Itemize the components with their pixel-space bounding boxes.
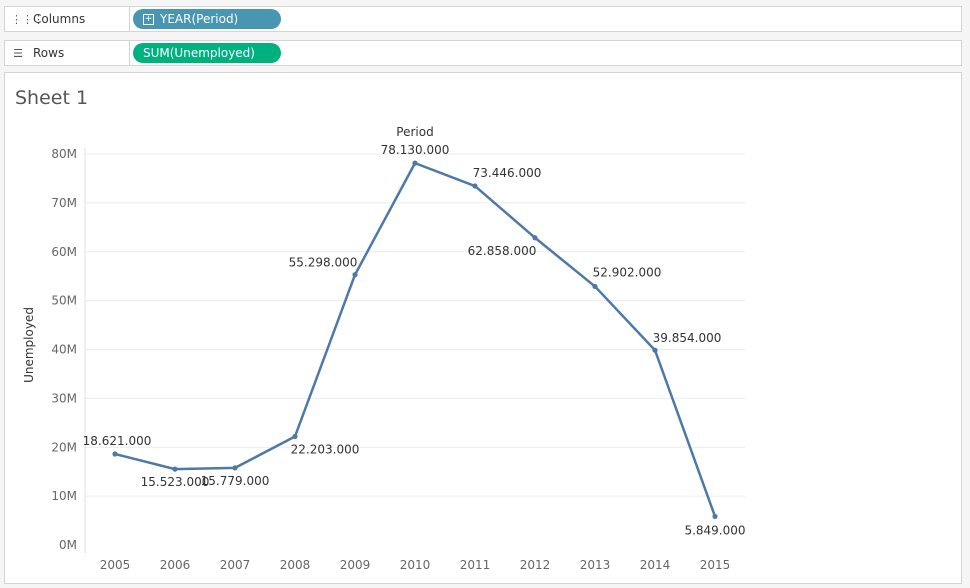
data-point[interactable] <box>532 235 538 241</box>
x-tick-label: 2015 <box>700 558 731 572</box>
y-tick-label: 10M <box>51 489 77 503</box>
data-point[interactable] <box>472 183 478 189</box>
data-label: 78.130.000 <box>381 143 450 157</box>
data-point[interactable] <box>112 451 118 457</box>
data-point[interactable] <box>232 465 238 471</box>
y-axis-title: Unemployed <box>22 307 36 383</box>
rows-icon: ☰ <box>13 46 23 60</box>
y-tick-label: 20M <box>51 440 77 454</box>
data-point[interactable] <box>712 513 718 520</box>
sum-unemployed-pill-label: SUM(Unemployed) <box>143 46 255 60</box>
data-point[interactable] <box>352 272 358 278</box>
x-tick-label: 2009 <box>340 558 371 572</box>
data-label: 73.446.000 <box>473 166 542 180</box>
data-label: 55.298.000 <box>289 256 358 270</box>
x-tick-label: 2014 <box>640 558 671 572</box>
x-tick-label: 2005 <box>100 558 131 572</box>
data-points <box>112 160 718 520</box>
data-label: 62.858.000 <box>468 244 537 258</box>
rows-shelf: ☰ Rows SUM(Unemployed) <box>4 40 962 66</box>
y-tick-label: 70M <box>51 196 77 210</box>
rows-label-text: Rows <box>33 46 65 60</box>
data-label: 18.621.000 <box>83 434 152 448</box>
columns-shelf: ⋮⋮⋮ Columns + YEAR(Period) <box>4 6 962 32</box>
data-point[interactable] <box>172 466 178 472</box>
x-tick-label: 2008 <box>280 558 311 572</box>
columns-label-text: Columns <box>33 12 86 26</box>
columns-shelf-label: ⋮⋮⋮ Columns <box>5 7 130 31</box>
x-axis-ticks: 2005 2006 2007 2008 2009 2010 2011 2012 2013 2014… <box>100 558 731 572</box>
columns-icon: ⋮⋮⋮ <box>11 12 44 26</box>
series-line <box>114 161 717 517</box>
y-tick-label: 80M <box>51 147 77 161</box>
data-label: 52.902.000 <box>593 265 662 279</box>
data-point[interactable] <box>292 433 298 440</box>
x-axis-title: Period <box>396 125 433 139</box>
x-tick-label: 2007 <box>220 558 251 572</box>
y-tick-label: 30M <box>51 391 77 405</box>
sheet-view: Sheet 1 0M 10M 20M 30M 40M 50M 60M 70M 80M 2005 2… <box>4 72 962 584</box>
sum-unemployed-pill[interactable]: SUM(Unemployed) <box>133 43 281 63</box>
y-tick-label: 0M <box>59 538 77 552</box>
gridlines <box>84 148 745 553</box>
data-label: 5.849.000 <box>684 523 745 537</box>
data-label: 15.523.000 <box>141 475 210 489</box>
data-point[interactable] <box>412 160 418 166</box>
year-period-pill[interactable]: + YEAR(Period) <box>133 9 281 29</box>
data-label: 15.779.000 <box>201 474 270 488</box>
y-tick-label: 40M <box>51 343 77 357</box>
year-period-pill-label: YEAR(Period) <box>160 12 239 26</box>
x-tick-label: 2013 <box>580 558 611 572</box>
y-axis-ticks: 0M 10M 20M 30M 40M 50M 60M 70M 80M <box>51 147 77 552</box>
data-label: 39.854.000 <box>653 331 722 345</box>
x-tick-label: 2006 <box>160 558 191 572</box>
expand-icon[interactable]: + <box>143 13 154 25</box>
data-point[interactable] <box>592 283 598 290</box>
x-tick-label: 2011 <box>460 558 491 572</box>
y-tick-label: 60M <box>51 245 77 259</box>
data-point[interactable] <box>652 347 658 353</box>
sheet-title: Sheet 1 <box>15 87 89 109</box>
x-tick-label: 2012 <box>520 558 551 572</box>
rows-shelf-label: ☰ Rows <box>5 41 130 65</box>
data-label: 22.203.000 <box>291 442 360 456</box>
y-tick-label: 50M <box>51 294 77 308</box>
x-tick-label: 2010 <box>400 558 431 572</box>
